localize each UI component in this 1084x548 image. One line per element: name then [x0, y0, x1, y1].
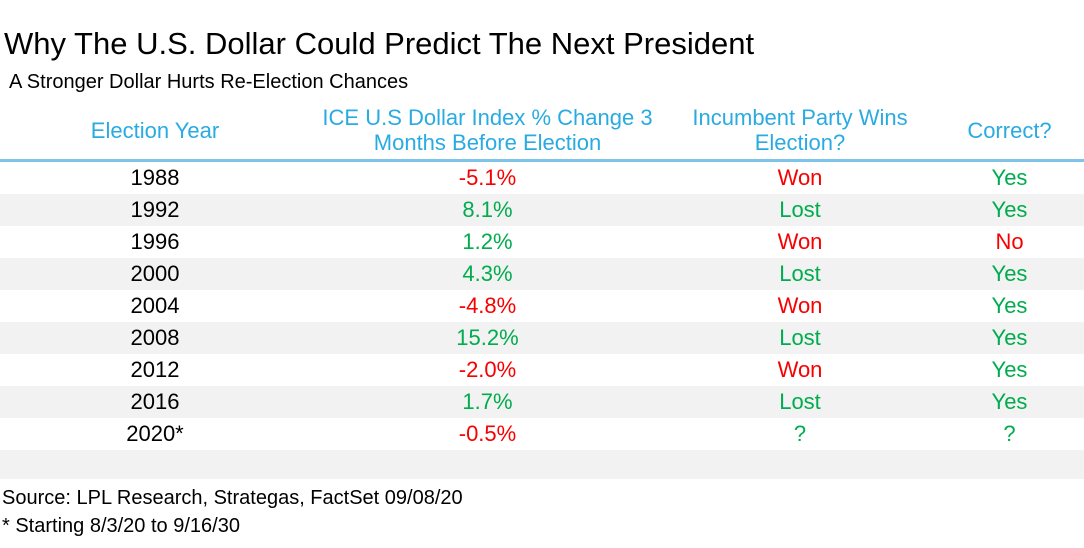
header-dollar-index-change: ICE U.S Dollar Index % Change 3 Months B…	[310, 105, 665, 162]
cell-incumbent: Lost	[779, 388, 821, 414]
cell-incumbent: Lost	[779, 196, 821, 222]
cell-correct: Yes	[991, 260, 1028, 286]
header-election-year: Election Year	[0, 105, 310, 162]
table-row: 2008 15.2% Lost Yes	[0, 321, 1084, 354]
cell-incumbent: Lost	[779, 260, 821, 286]
cell-correct: Yes	[991, 356, 1028, 382]
table-row: 2016 1.7% Lost Yes	[0, 385, 1084, 418]
cell-incumbent: Won	[777, 228, 823, 254]
cell-correct: Yes	[991, 292, 1028, 318]
cell-year: 2000	[130, 260, 180, 286]
footnote-text: * Starting 8/3/20 to 9/16/30	[2, 514, 240, 537]
cell-year: 2012	[130, 356, 180, 382]
cell-year: 2016	[130, 388, 180, 414]
cell-change: -4.8%	[458, 292, 517, 318]
cell-correct: Yes	[991, 164, 1028, 190]
cell-correct: Yes	[991, 388, 1028, 414]
chart-title: Why The U.S. Dollar Could Predict The Ne…	[4, 26, 755, 61]
cell-year: 2020*	[126, 420, 184, 446]
header-row: Election Year ICE U.S Dollar Index % Cha…	[0, 105, 1084, 162]
cell-incumbent: Won	[777, 164, 823, 190]
header-incumbent-wins: Incumbent Party Wins Election?	[665, 105, 935, 162]
cell-change: 1.7%	[462, 388, 513, 414]
cell-correct: Yes	[991, 196, 1028, 222]
cell-incumbent: Won	[777, 292, 823, 318]
cell-change: 15.2%	[456, 324, 519, 350]
cell-year: 2004	[130, 292, 180, 318]
source-text: Source: LPL Research, Strategas, FactSet…	[2, 486, 463, 509]
cell-year: 1988	[130, 164, 180, 190]
empty-stripe-row	[0, 449, 1084, 479]
cell-change: 1.2%	[462, 228, 513, 254]
cell-year: 1996	[130, 228, 180, 254]
cell-change: -0.5%	[458, 420, 517, 446]
cell-incumbent: Won	[777, 356, 823, 382]
cell-incumbent: ?	[793, 420, 807, 446]
cell-change: 8.1%	[462, 196, 513, 222]
cell-change: -2.0%	[458, 356, 517, 382]
cell-year: 1992	[130, 196, 180, 222]
table-row: 2000 4.3% Lost Yes	[0, 257, 1084, 290]
cell-correct: Yes	[991, 324, 1028, 350]
cell-year: 2008	[130, 324, 180, 350]
table-row: 2004 -4.8% Won Yes	[0, 290, 1084, 322]
table-row: 2020* -0.5%??	[0, 418, 1084, 450]
cell-incumbent: Lost	[779, 324, 821, 350]
cell-change: -5.1%	[458, 164, 517, 190]
table-row: 2012 -2.0% Won Yes	[0, 354, 1084, 386]
cell-change: 4.3%	[462, 260, 513, 286]
cell-correct: ?	[1003, 420, 1016, 446]
header-correct: Correct?	[935, 105, 1084, 162]
table-body: 1988 -5.1% Won Yes 1992 8.1% Lost Yes 1996 1.2% Wo…	[0, 160, 1084, 450]
table-row: 1996 1.2% Won No	[0, 226, 1084, 258]
chart-subtitle: A Stronger Dollar Hurts Re-Election Chan…	[9, 71, 409, 94]
election-dollar-table: Election Year ICE U.S Dollar Index % Cha…	[0, 105, 1084, 450]
table-row: 1992 8.1% Lost Yes	[0, 193, 1084, 226]
cell-correct: No	[995, 228, 1024, 254]
table-row: 1988 -5.1% Won Yes	[0, 160, 1084, 194]
